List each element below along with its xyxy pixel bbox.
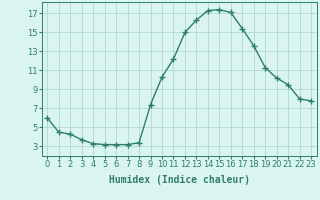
X-axis label: Humidex (Indice chaleur): Humidex (Indice chaleur) <box>109 175 250 185</box>
